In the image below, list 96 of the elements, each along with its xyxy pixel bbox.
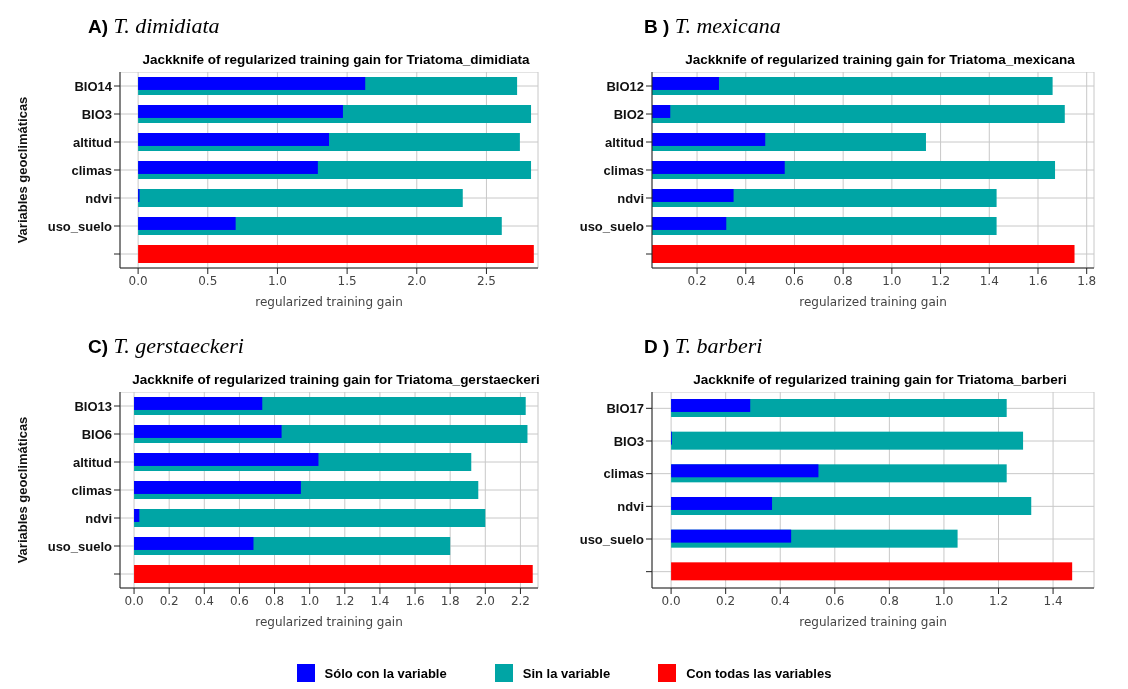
x-tick-label: 1.0 [934, 593, 954, 608]
chart-subtitle: Jackknife of regularized training gain for Triatoma_gerstaeckeri [131, 372, 541, 389]
y-tick-label: BIO2 [613, 106, 644, 122]
y-tick-label: altitud [73, 134, 113, 150]
bar [134, 509, 486, 527]
y-tick-label: BIO3 [81, 106, 112, 122]
y-tick-label: climas [71, 482, 112, 498]
x-tick-label: 0.8 [265, 593, 285, 608]
bar [138, 245, 534, 263]
x-tick-label: 0.0 [128, 273, 148, 288]
bar [134, 425, 282, 438]
x-axis-title: regularized training gain [255, 615, 403, 629]
chart-title: D ) T. barberi [644, 333, 763, 358]
bar [138, 217, 236, 230]
x-tick-label: 0.4 [194, 593, 214, 608]
x-tick-label: 1.6 [1028, 273, 1048, 288]
x-tick-label: 1.6 [405, 593, 425, 608]
y-axis-title: Variables geoclimáticas [14, 416, 30, 564]
bar [138, 133, 329, 146]
y-tick-label: BIO6 [81, 426, 112, 442]
x-tick-label: 0.0 [661, 593, 681, 608]
y-tick-label: BIO17 [606, 400, 644, 416]
y-tick-label: BIO3 [613, 433, 644, 449]
y-tick-label: uso_suelo [579, 218, 645, 234]
x-tick-label: 1.2 [988, 593, 1009, 608]
y-tick-label: climas [71, 162, 112, 178]
bar [134, 453, 319, 466]
y-tick-label: ndvi [617, 190, 644, 206]
x-tick-label: 1.2 [335, 593, 355, 608]
bar [671, 562, 1073, 581]
x-tick-label: 0.5 [198, 273, 218, 288]
y-tick-label: uso_suelo [47, 218, 113, 234]
bar [671, 464, 819, 478]
y-tick-label: BIO12 [606, 78, 644, 94]
y-tick-label: altitud [605, 134, 645, 150]
bar [671, 431, 1024, 450]
x-axis-title: regularized training gain [255, 295, 403, 309]
bar [138, 77, 366, 90]
x-tick-label: 1.4 [1043, 593, 1063, 608]
chart-title: C) T. gerstaeckeri [88, 333, 244, 358]
x-tick-label: 0.6 [229, 593, 249, 608]
bar [138, 189, 463, 207]
bar [138, 105, 343, 118]
x-tick-label: 2.0 [407, 273, 427, 288]
x-tick-label: 0.2 [687, 273, 707, 288]
legend-label: Sólo con la variable [324, 665, 447, 681]
y-tick-label: BIO13 [74, 398, 112, 414]
bar [134, 509, 140, 522]
bar [671, 497, 773, 510]
y-tick-label: ndvi [85, 510, 112, 526]
y-tick-label: ndvi [617, 498, 644, 514]
x-axis-title: regularized training gain [799, 295, 947, 309]
y-axis-title: Variables geoclimáticas [14, 96, 30, 244]
x-tick-label: 0.6 [825, 593, 845, 608]
chart-subtitle: Jackknife of regularized training gain for Triatoma_mexicana [684, 52, 1076, 69]
x-tick-label: 1.0 [267, 273, 287, 288]
x-tick-label: 1.4 [979, 273, 999, 288]
y-tick-label: climas [603, 466, 644, 482]
x-tick-label: 1.8 [1077, 273, 1097, 288]
bar [134, 565, 533, 583]
x-tick-label: 0.4 [736, 273, 756, 288]
x-tick-label: 0.2 [716, 593, 736, 608]
y-tick-label: ndvi [85, 190, 112, 206]
y-tick-label: uso_suelo [47, 538, 113, 554]
y-tick-label: uso_suelo [579, 531, 645, 547]
x-tick-label: 1.4 [370, 593, 390, 608]
legend-label: Con todas las variables [686, 665, 832, 681]
x-tick-label: 0.8 [833, 273, 853, 288]
x-tick-label: 1.8 [440, 593, 460, 608]
bar [138, 161, 318, 174]
legend-label: Sin la variable [522, 665, 611, 681]
x-tick-label: 2.2 [510, 593, 530, 608]
bar [134, 537, 254, 550]
x-axis-title: regularized training gain [799, 615, 947, 629]
y-tick-label: BIO14 [74, 78, 113, 94]
x-tick-label: 0.6 [784, 273, 805, 288]
x-tick-label: 2.0 [475, 593, 495, 608]
x-tick-label: 1.0 [300, 593, 320, 608]
chart-subtitle: Jackknife of regularized training gain for Triatoma_dimidiata [141, 52, 531, 69]
x-tick-label: 0.4 [770, 593, 790, 608]
x-tick-label: 1.2 [931, 273, 951, 288]
x-tick-label: 2.5 [476, 273, 496, 288]
y-tick-label: climas [603, 162, 644, 178]
chart-title: A) T. dimidiata [88, 13, 220, 38]
x-tick-label: 0.8 [879, 593, 899, 608]
bar [134, 397, 263, 410]
bar [671, 529, 792, 543]
chart-title: B ) T. mexicana [644, 13, 781, 38]
bar [134, 481, 301, 494]
x-tick-label: 1.0 [882, 273, 902, 288]
x-tick-label: 1.5 [337, 273, 357, 288]
x-tick-label: 0.0 [124, 593, 144, 608]
bar [671, 399, 751, 412]
chart-subtitle: Jackknife of regularized training gain for Triatoma_barberi [692, 372, 1068, 389]
y-tick-label: altitud [73, 454, 113, 470]
x-tick-label: 0.2 [159, 593, 179, 608]
